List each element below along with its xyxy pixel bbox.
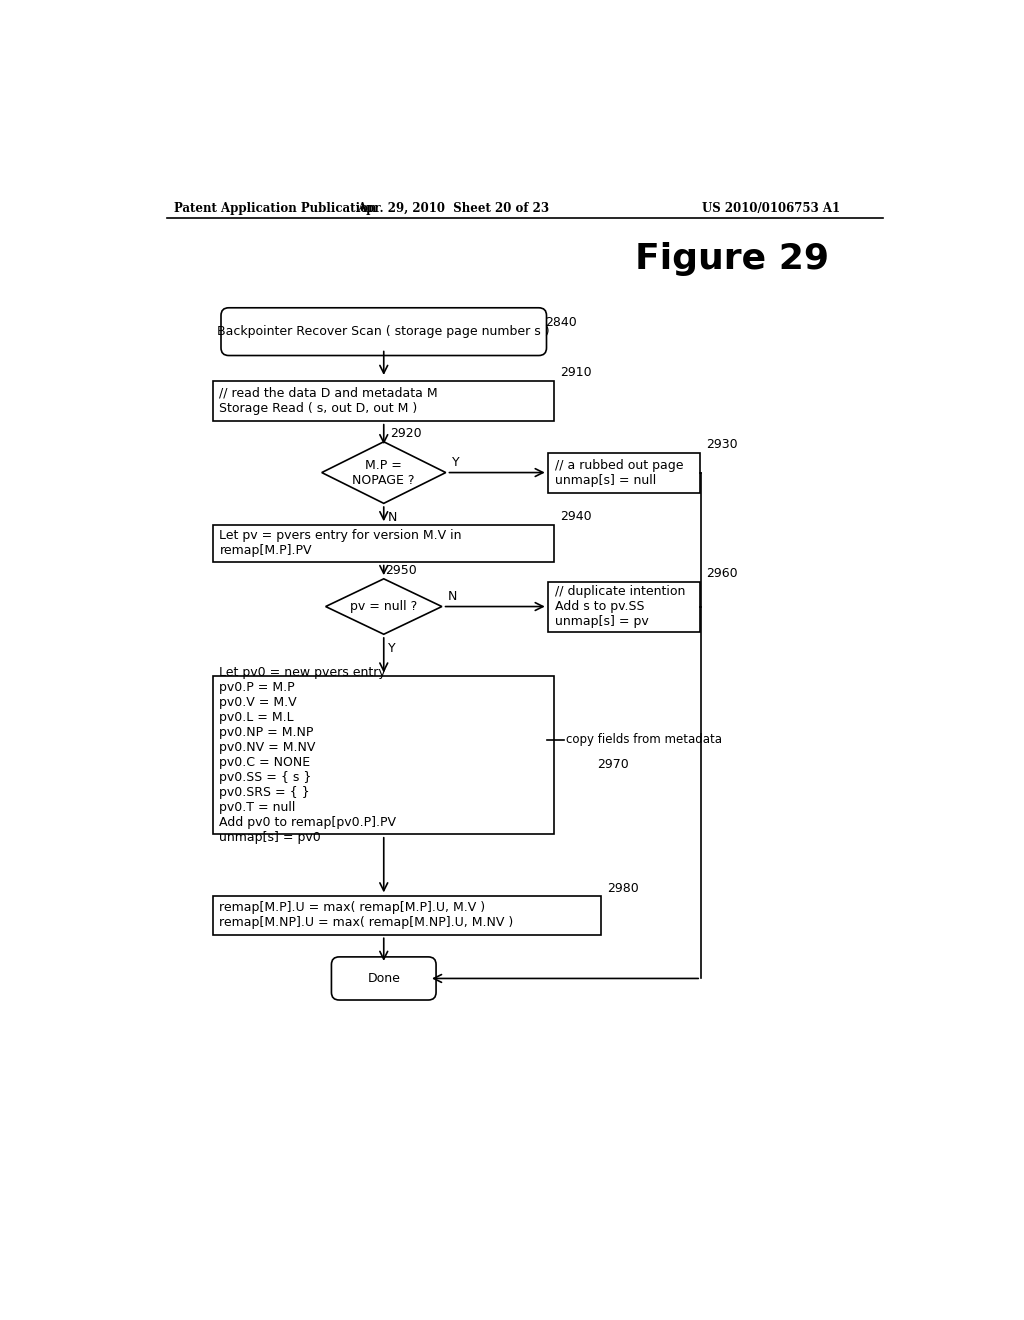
Bar <box>549 582 699 631</box>
Text: 2910: 2910 <box>560 367 592 379</box>
Bar <box>213 381 554 421</box>
Bar <box>549 453 699 492</box>
Text: Y: Y <box>388 642 395 655</box>
Text: M.P =
NOPAGE ?: M.P = NOPAGE ? <box>352 458 415 487</box>
Text: 2970: 2970 <box>597 758 629 771</box>
Text: Let pv = pvers entry for version M.V in
remap[M.P].PV: Let pv = pvers entry for version M.V in … <box>219 529 462 557</box>
Text: Let pv0 = new pvers entry
pv0.P = M.P
pv0.V = M.V
pv0.L = M.L
pv0.NP = M.NP
pv0.: Let pv0 = new pvers entry pv0.P = M.P pv… <box>219 667 396 845</box>
Text: 2940: 2940 <box>560 511 592 524</box>
Text: pv = null ?: pv = null ? <box>350 601 418 612</box>
Text: Apr. 29, 2010  Sheet 20 of 23: Apr. 29, 2010 Sheet 20 of 23 <box>357 202 550 215</box>
FancyBboxPatch shape <box>332 957 436 1001</box>
Text: Y: Y <box>452 455 460 469</box>
Text: N: N <box>388 511 397 524</box>
Text: remap[M.P].U = max( remap[M.P].U, M.V )
remap[M.NP].U = max( remap[M.NP].U, M.NV: remap[M.P].U = max( remap[M.P].U, M.V ) … <box>219 902 514 929</box>
Bar <box>213 896 601 935</box>
Polygon shape <box>322 442 445 503</box>
Polygon shape <box>326 579 442 635</box>
Text: // read the data D and metadata M
Storage Read ( s, out D, out M ): // read the data D and metadata M Storag… <box>219 387 438 414</box>
Text: // duplicate intention
Add s to pv.SS
unmap[s] = pv: // duplicate intention Add s to pv.SS un… <box>555 585 685 628</box>
Text: N: N <box>449 590 458 603</box>
Text: 2960: 2960 <box>706 568 737 579</box>
Text: 2840: 2840 <box>545 315 577 329</box>
Text: 2950: 2950 <box>385 564 417 577</box>
Text: 2980: 2980 <box>607 882 639 895</box>
Text: Done: Done <box>368 972 400 985</box>
Text: Patent Application Publication: Patent Application Publication <box>174 202 377 215</box>
Text: // a rubbed out page
unmap[s] = null: // a rubbed out page unmap[s] = null <box>555 458 683 487</box>
Bar <box>213 676 554 834</box>
Text: Figure 29: Figure 29 <box>636 242 829 276</box>
Bar <box>213 525 554 562</box>
Text: copy fields from metadata: copy fields from metadata <box>566 733 722 746</box>
Text: 2930: 2930 <box>706 438 737 451</box>
Text: 2920: 2920 <box>390 428 422 441</box>
Text: Backpointer Recover Scan ( storage page number s ): Backpointer Recover Scan ( storage page … <box>217 325 550 338</box>
FancyBboxPatch shape <box>221 308 547 355</box>
Text: US 2010/0106753 A1: US 2010/0106753 A1 <box>701 202 840 215</box>
